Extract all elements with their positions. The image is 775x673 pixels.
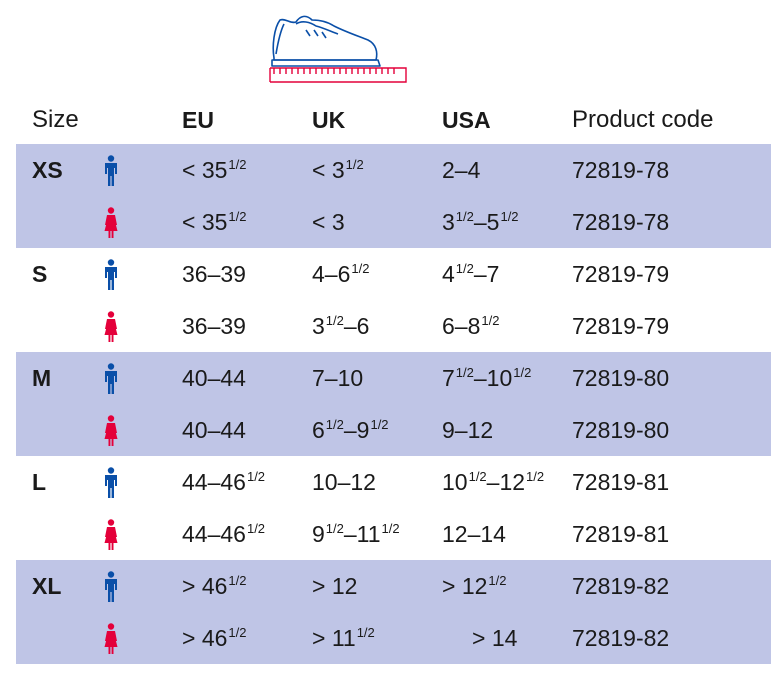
eu-size-cell: 40–44 (182, 365, 246, 391)
female-figure-icon (104, 415, 118, 446)
usa-size-cell: 9–12 (442, 417, 494, 443)
size-label: S (32, 261, 48, 287)
half-superscript: 1/2 (246, 521, 266, 536)
uk-size-cell: 61/2–91/2 (312, 417, 389, 443)
male-figure-icon (105, 571, 117, 602)
eu-size-cell: 44–461/2 (182, 521, 266, 547)
usa-size-cell: 101/2–121/2 (442, 469, 545, 495)
usa-size-cell: 6–81/2 (442, 313, 500, 339)
table-row: XS < 351/2 < 31/2 2–4 72819-78 (16, 144, 771, 196)
usa-column-header: USA (442, 107, 491, 133)
table-row: 40–44 61/2–91/2 9–12 72819-80 (16, 404, 771, 456)
uk-column-header: UK (312, 107, 346, 133)
usa-size-cell: 71/2–101/2 (442, 365, 532, 391)
table-row: < 351/2 < 3 31/2–51/2 72819-78 (16, 196, 771, 248)
female-figure-icon (104, 519, 118, 550)
male-figure-icon (105, 467, 117, 498)
eu-size-cell: 44–461/2 (182, 469, 266, 495)
half-superscript: 1/2 (325, 417, 344, 432)
size-label: L (32, 469, 47, 495)
table-row: 36–39 31/2–6 6–81/2 72819-79 (16, 300, 771, 352)
product-code-cell: 72819-81 (572, 521, 670, 547)
uk-size-cell: > 111/2 (312, 625, 375, 651)
product-code-cell: 72819-82 (572, 625, 670, 651)
eu-size-cell: > 461/2 (182, 625, 247, 651)
product-code-cell: 72819-80 (572, 417, 670, 443)
uk-size-cell: 4–61/2 (312, 261, 370, 287)
uk-size-cell: 31/2–6 (312, 313, 370, 339)
half-superscript: 1/2 (381, 521, 400, 536)
table-row: S 36–39 4–61/2 41/2–7 72819-79 (16, 248, 771, 300)
uk-size-cell: 10–12 (312, 469, 376, 495)
uk-size-cell: > 12 (312, 573, 358, 599)
half-superscript: 1/2 (228, 573, 247, 588)
eu-column-header: EU (182, 107, 214, 133)
half-superscript: 1/2 (370, 417, 389, 432)
table-row: XL > 461/2 > 12 > 121/2 72819-82 (16, 560, 771, 612)
product-code-cell: 72819-78 (572, 209, 670, 235)
product-code-cell: 72819-80 (572, 365, 670, 391)
half-superscript: 1/2 (455, 209, 474, 224)
half-superscript: 1/2 (228, 625, 247, 640)
usa-size-cell: > 121/2 (442, 573, 507, 599)
usa-size-cell: 2–4 (442, 157, 481, 183)
half-superscript: 1/2 (513, 365, 532, 380)
female-figure-icon (104, 623, 118, 654)
female-figure-icon (104, 207, 118, 238)
half-superscript: 1/2 (500, 209, 519, 224)
table-row: L 44–461/2 10–12 101/2–121/2 72819-81 (16, 456, 771, 508)
male-figure-icon (105, 155, 117, 186)
eu-size-cell: < 351/2 (182, 157, 247, 183)
half-superscript: 1/2 (345, 157, 364, 172)
usa-size-cell: 31/2–51/2 (442, 209, 519, 235)
half-superscript: 1/2 (488, 573, 507, 588)
size-label: XL (32, 573, 62, 599)
product-code-cell: 72819-82 (572, 573, 670, 599)
half-superscript: 1/2 (468, 469, 487, 484)
eu-size-cell: 36–39 (182, 313, 246, 339)
half-superscript: 1/2 (228, 157, 247, 172)
half-superscript: 1/2 (351, 261, 370, 276)
usa-size-cell: 12–14 (442, 521, 506, 547)
shoe-measure-icon (269, 15, 407, 83)
male-figure-icon (105, 259, 117, 290)
size-table: XS < 351/2 < 31/2 2–4 72819-78 < 351/2 < 3 31/2… (16, 144, 771, 664)
product-code-cell: 72819-78 (572, 157, 670, 183)
half-superscript: 1/2 (325, 313, 344, 328)
product-code-cell: 72819-79 (572, 261, 670, 287)
half-superscript: 1/2 (455, 261, 474, 276)
product-code-cell: 72819-81 (572, 469, 670, 495)
usa-size-cell: 41/2–7 (442, 261, 500, 287)
table-row: M 40–44 7–10 71/2–101/2 72819-80 (16, 352, 771, 404)
eu-size-cell: < 351/2 (182, 209, 247, 235)
male-figure-icon (105, 363, 117, 394)
table-row: > 461/2 > 111/2 > 14 72819-82 (16, 612, 771, 664)
eu-size-cell: 40–44 (182, 417, 246, 443)
eu-size-cell: > 461/2 (182, 573, 247, 599)
usa-size-cell: > 14 (472, 625, 518, 651)
uk-size-cell: 7–10 (312, 365, 364, 391)
uk-size-cell: < 31/2 (312, 157, 364, 183)
table-row: 44–461/2 91/2–111/2 12–14 72819-81 (16, 508, 771, 560)
size-label: XS (32, 157, 63, 183)
half-superscript: 1/2 (455, 365, 474, 380)
uk-size-cell: 91/2–111/2 (312, 521, 400, 547)
half-superscript: 1/2 (228, 209, 247, 224)
half-superscript: 1/2 (481, 313, 500, 328)
half-superscript: 1/2 (356, 625, 375, 640)
size-column-header: Size (32, 106, 79, 133)
half-superscript: 1/2 (526, 469, 545, 484)
half-superscript: 1/2 (246, 469, 266, 484)
product-code-column-header: Product code (572, 106, 714, 133)
half-superscript: 1/2 (325, 521, 344, 536)
female-figure-icon (104, 311, 118, 342)
uk-size-cell: < 3 (312, 209, 345, 235)
eu-size-cell: 36–39 (182, 261, 246, 287)
product-code-cell: 72819-79 (572, 313, 670, 339)
size-label: M (32, 365, 52, 391)
